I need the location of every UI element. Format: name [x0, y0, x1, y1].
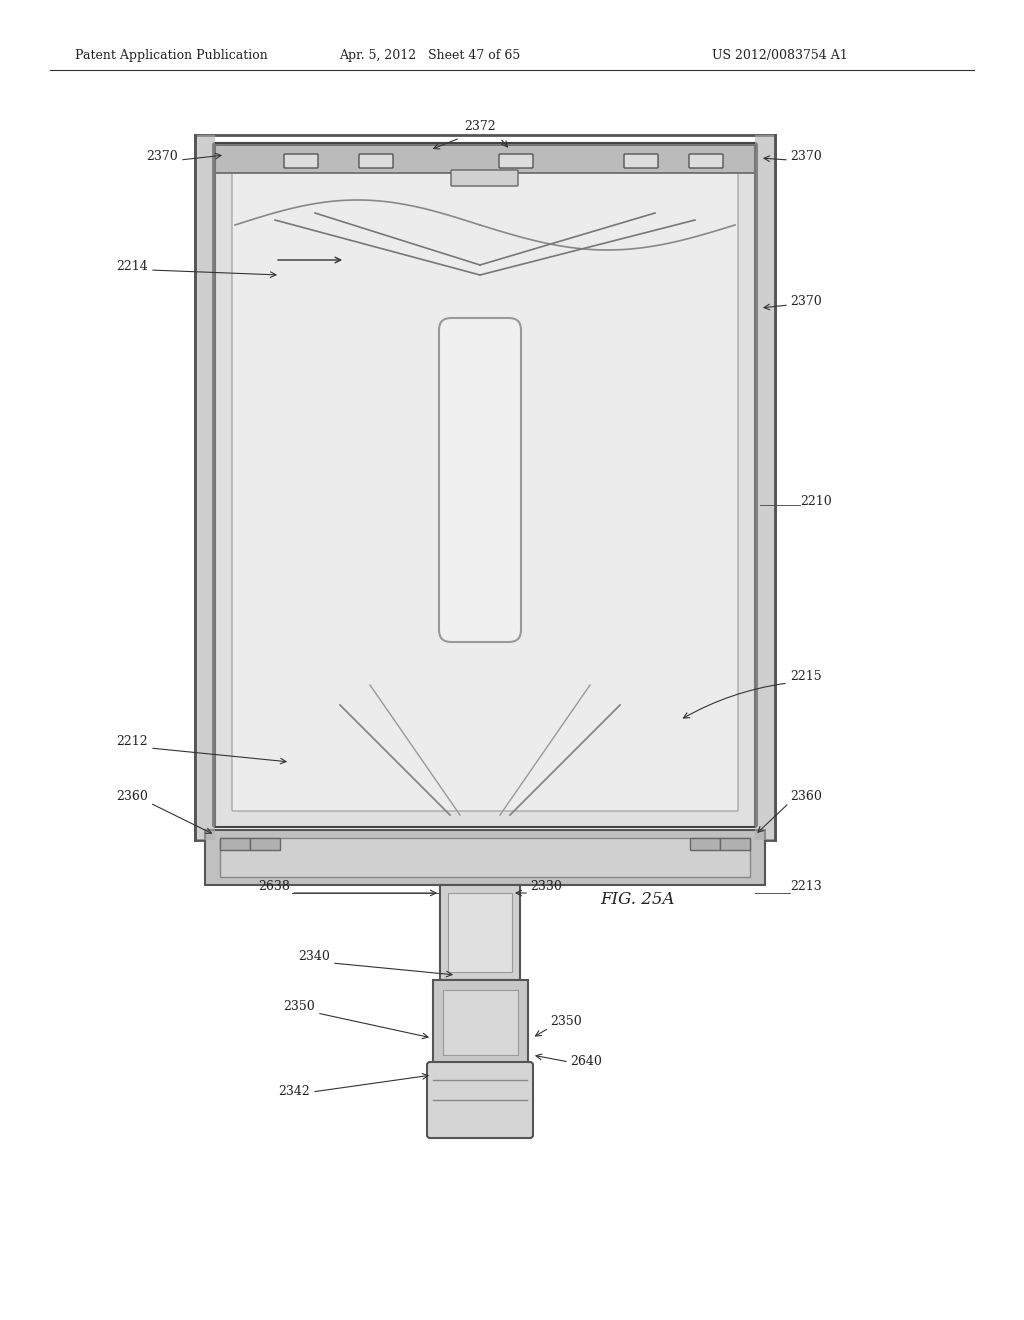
- Text: 2360: 2360: [116, 789, 148, 803]
- Bar: [220, 838, 250, 850]
- FancyBboxPatch shape: [427, 1063, 534, 1138]
- Text: Patent Application Publication: Patent Application Publication: [75, 49, 267, 62]
- Text: 2212: 2212: [117, 735, 148, 748]
- Bar: [433, 979, 528, 1065]
- Bar: [443, 990, 518, 1055]
- Bar: [250, 838, 280, 850]
- Bar: [755, 135, 775, 840]
- Text: 2342: 2342: [279, 1085, 310, 1098]
- Text: 2350: 2350: [284, 1001, 315, 1012]
- Bar: [720, 838, 750, 850]
- Text: US 2012/0083754 A1: US 2012/0083754 A1: [712, 49, 848, 62]
- FancyBboxPatch shape: [439, 318, 521, 642]
- FancyBboxPatch shape: [284, 154, 318, 168]
- Bar: [215, 145, 755, 173]
- Text: 2370: 2370: [790, 150, 821, 162]
- FancyBboxPatch shape: [359, 154, 393, 168]
- Text: FIG. 25A: FIG. 25A: [600, 891, 675, 908]
- Bar: [220, 838, 750, 876]
- Text: 2350: 2350: [550, 1015, 582, 1028]
- FancyBboxPatch shape: [451, 170, 518, 186]
- Bar: [195, 135, 215, 840]
- Text: 2370: 2370: [790, 294, 821, 308]
- FancyBboxPatch shape: [499, 154, 534, 168]
- Text: 2215: 2215: [790, 671, 821, 682]
- Bar: [440, 884, 520, 979]
- Bar: [690, 838, 720, 850]
- FancyBboxPatch shape: [213, 143, 757, 828]
- Text: 2214: 2214: [117, 260, 148, 273]
- Text: 2640: 2640: [570, 1055, 602, 1068]
- Text: 2360: 2360: [790, 789, 822, 803]
- FancyBboxPatch shape: [689, 154, 723, 168]
- Bar: [449, 894, 512, 972]
- Text: Apr. 5, 2012   Sheet 47 of 65: Apr. 5, 2012 Sheet 47 of 65: [339, 49, 520, 62]
- Text: 2330: 2330: [530, 880, 562, 894]
- Text: 2210: 2210: [800, 495, 831, 508]
- FancyBboxPatch shape: [624, 154, 658, 168]
- Bar: [195, 135, 775, 840]
- Text: 2372: 2372: [464, 120, 496, 133]
- Text: 2340: 2340: [298, 950, 330, 964]
- Text: 2213: 2213: [790, 880, 821, 894]
- Text: 2370: 2370: [146, 150, 178, 162]
- Text: 2638: 2638: [258, 880, 290, 894]
- Bar: [205, 830, 765, 884]
- FancyBboxPatch shape: [232, 158, 738, 810]
